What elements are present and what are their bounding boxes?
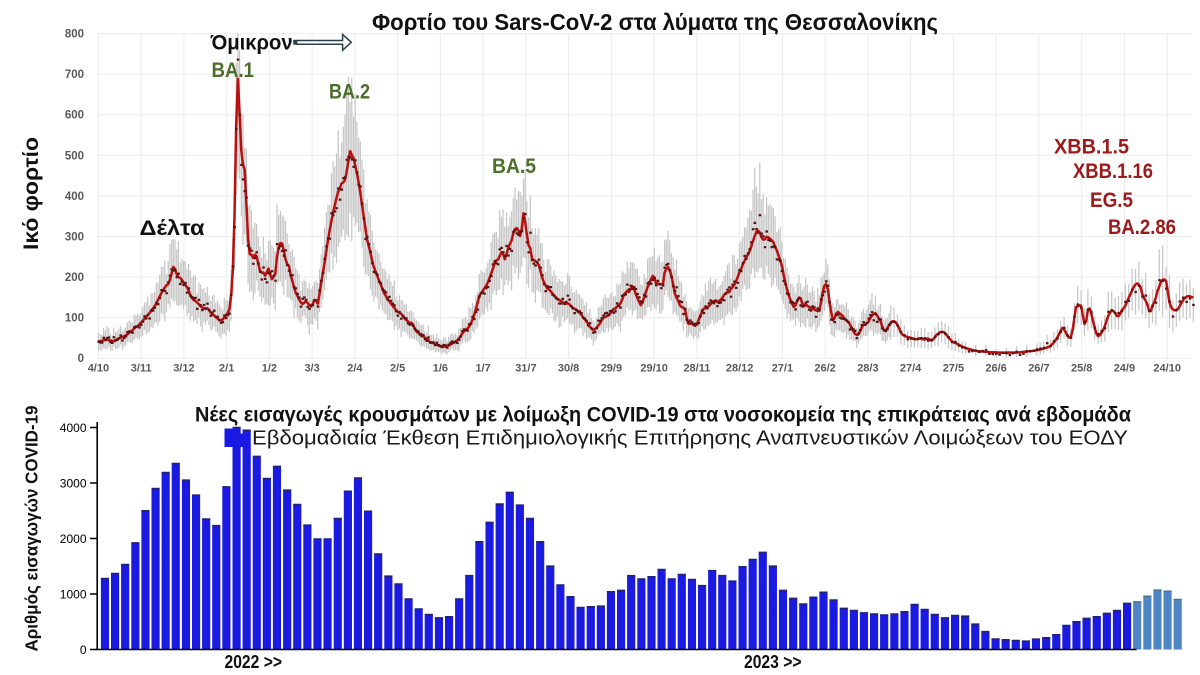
svg-text:31/7: 31/7 [515,363,536,375]
svg-text:24/9: 24/9 [1114,363,1135,375]
svg-text:26/2: 26/2 [814,363,835,375]
svg-text:2/5: 2/5 [390,363,405,375]
svg-text:Νέες εισαγωγές κρουσμάτων με λ: Νέες εισαγωγές κρουσμάτων με λοίμωξη COV… [195,403,1131,427]
svg-text:Όμικρον: Όμικρον [210,32,293,55]
svg-text:28/12: 28/12 [726,363,754,375]
svg-text:26/6: 26/6 [985,363,1006,375]
svg-text:1/6: 1/6 [433,363,448,375]
svg-text:4000: 4000 [60,421,87,435]
svg-text:29/10: 29/10 [640,363,668,375]
svg-text:0: 0 [78,353,84,365]
svg-text:2000: 2000 [60,532,87,546]
svg-text:Φορτίο του Sars-CoV-2 στα λύμα: Φορτίο του Sars-CoV-2 στα λύματα της Θεσ… [372,9,938,35]
svg-text:30/8: 30/8 [558,363,579,375]
svg-text:1/2: 1/2 [262,363,277,375]
svg-text:2/1: 2/1 [219,363,234,375]
svg-text:500: 500 [65,150,84,162]
svg-text:4/10: 4/10 [88,363,109,375]
svg-text:24/10: 24/10 [1153,363,1181,375]
svg-text:700: 700 [65,69,84,81]
svg-text:0: 0 [80,643,87,657]
svg-text:BA.1: BA.1 [212,59,255,82]
svg-text:600: 600 [65,110,84,122]
svg-text:3/3: 3/3 [304,363,319,375]
svg-text:2/4: 2/4 [347,363,363,375]
svg-text:XBB.1.16: XBB.1.16 [1073,160,1153,183]
svg-text:800: 800 [65,29,84,41]
svg-text:Ικό φορτίο: Ικό φορτίο [20,137,43,250]
svg-text:27/1: 27/1 [772,363,793,375]
svg-text:Εβδομαδιαία Έκθεση Επιδημιολογ: Εβδομαδιαία Έκθεση Επιδημιολογικής Επιτή… [252,427,1128,450]
svg-text:XBB.1.5: XBB.1.5 [1054,136,1129,159]
svg-text:200: 200 [65,272,84,284]
svg-text:300: 300 [65,232,84,244]
svg-text:100: 100 [65,313,84,325]
svg-text:25/8: 25/8 [1071,363,1092,375]
svg-text:2023 >>: 2023 >> [744,652,802,672]
svg-text:3000: 3000 [60,476,87,490]
svg-text:2022 >>: 2022 >> [225,652,283,672]
svg-text:EG.5: EG.5 [1090,189,1133,212]
svg-text:28/11: 28/11 [683,363,710,375]
svg-text:Αριθμός εισαγωγών COVID-19: Αριθμός εισαγωγών COVID-19 [22,405,42,651]
svg-text:400: 400 [65,191,84,203]
svg-text:BA.2.86: BA.2.86 [1108,216,1176,239]
svg-text:3/12: 3/12 [173,363,194,375]
svg-text:3/11: 3/11 [131,363,152,375]
svg-text:BA.5: BA.5 [492,155,536,178]
svg-text:1000: 1000 [60,587,87,601]
svg-text:27/4: 27/4 [900,363,922,375]
svg-text:Δέλτα: Δέλτα [140,217,205,240]
svg-text:29/9: 29/9 [601,363,622,375]
svg-text:BA.2: BA.2 [329,81,370,104]
svg-text:28/3: 28/3 [857,363,878,375]
svg-text:26/7: 26/7 [1028,363,1049,375]
svg-text:1/7: 1/7 [475,363,490,375]
svg-text:27/5: 27/5 [943,363,964,375]
